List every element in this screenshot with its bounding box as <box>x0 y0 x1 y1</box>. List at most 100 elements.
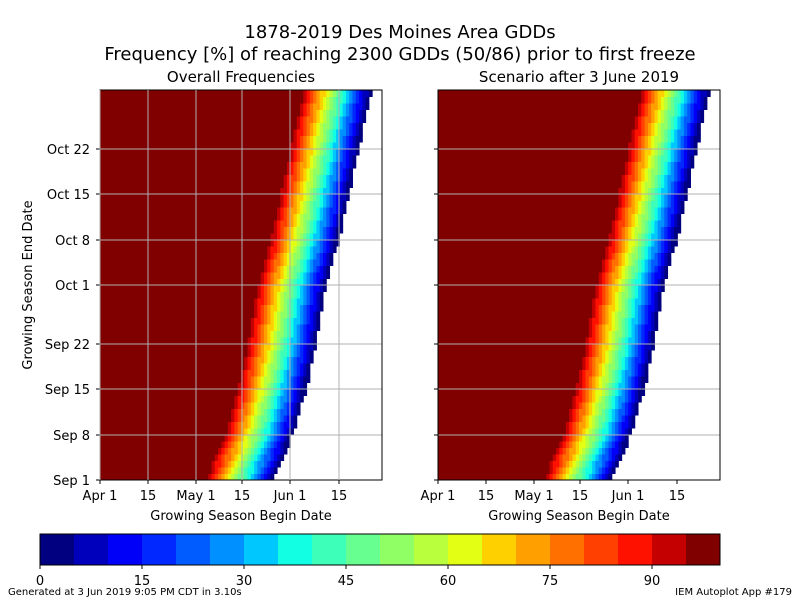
heatmap-cell <box>290 376 294 383</box>
heatmap-cell <box>670 129 675 136</box>
heatmap-cell <box>595 356 603 364</box>
heatmap-cell <box>615 402 619 409</box>
heatmap-cell <box>234 402 239 409</box>
heatmap-cell <box>608 447 613 455</box>
heatmap-cell <box>283 291 291 299</box>
heatmap-cell <box>628 168 632 175</box>
heatmap-cell <box>638 285 642 292</box>
heatmap-cell <box>296 363 301 370</box>
heatmap-cell <box>313 122 317 130</box>
heatmap-cell <box>336 96 344 104</box>
heatmap-cell <box>611 265 616 273</box>
heatmap-cell <box>552 454 557 461</box>
heatmap-cell <box>644 265 649 273</box>
heatmap-cell <box>660 278 665 286</box>
heatmap-cell <box>303 174 308 182</box>
heatmap-cell <box>582 395 587 403</box>
heatmap-cell <box>634 356 642 364</box>
heatmap-cell <box>615 356 619 364</box>
heatmap-cell <box>339 174 344 182</box>
heatmap-cell <box>641 272 646 279</box>
heatmap-cell <box>611 447 619 455</box>
heatmap-cell <box>664 194 669 201</box>
heatmap-cell <box>286 174 291 182</box>
heatmap-cell <box>624 181 629 188</box>
heatmap-cell <box>608 265 613 273</box>
heatmap-cell <box>592 460 596 468</box>
heatmap-cell <box>322 213 327 221</box>
heatmap-cell <box>611 395 616 403</box>
heatmap-cell <box>588 343 593 351</box>
heatmap-cell <box>273 291 278 299</box>
heatmap-cell <box>280 291 285 299</box>
heatmap-cell <box>598 447 603 455</box>
heatmap-cell <box>634 155 639 162</box>
heatmap-cell <box>660 168 665 175</box>
heatmap-cell <box>257 363 262 370</box>
heatmap-cell <box>227 421 232 429</box>
heatmap-cell <box>644 272 649 279</box>
heatmap-cell <box>283 330 288 338</box>
heatmap-cell <box>254 382 258 390</box>
heatmap-cell <box>309 265 314 273</box>
heatmap-cell <box>234 454 239 461</box>
heatmap-cell <box>100 415 232 422</box>
heatmap-cell <box>582 356 587 364</box>
heatmap-cell <box>359 116 363 123</box>
heatmap-cell <box>618 324 623 331</box>
heatmap-cell <box>296 285 301 292</box>
heatmap-cell <box>700 90 708 97</box>
heatmap-cell <box>286 213 291 221</box>
heatmap-cell <box>254 408 258 416</box>
heatmap-cell <box>598 441 603 448</box>
heatmap-cell <box>263 460 268 468</box>
heatmap-cell <box>693 129 698 136</box>
heatmap-cell <box>559 454 564 461</box>
heatmap-cell <box>296 233 301 240</box>
heatmap-cell <box>690 155 695 162</box>
heatmap-cell <box>638 252 642 260</box>
heatmap-cell <box>270 402 275 409</box>
heatmap-cell <box>601 298 606 305</box>
heatmap-cell <box>438 330 590 338</box>
heatmap-cell <box>293 402 298 409</box>
heatmap-cell <box>309 220 314 227</box>
heatmap-cell <box>221 447 226 455</box>
heatmap-cell <box>208 473 212 481</box>
heatmap-cell <box>575 441 580 448</box>
heatmap-cell <box>634 135 639 143</box>
heatmap-cell <box>326 207 331 214</box>
heatmap-cell <box>300 181 304 188</box>
heatmap-cell <box>280 441 285 448</box>
heatmap-cell <box>309 122 314 130</box>
heatmap-cell <box>644 239 649 247</box>
heatmap-cell <box>569 441 573 448</box>
heatmap-cell <box>267 363 272 370</box>
heatmap-cell <box>277 402 281 409</box>
heatmap-cell <box>667 135 672 143</box>
heatmap-cell <box>283 207 288 214</box>
heatmap-cell <box>641 317 646 325</box>
heatmap-cell <box>575 415 580 422</box>
heatmap-cell <box>100 304 255 312</box>
heatmap-cell <box>322 142 327 149</box>
heatmap-cell <box>608 369 613 377</box>
heatmap-cell <box>309 103 314 110</box>
heatmap-cell <box>638 389 646 396</box>
heatmap-cell <box>231 460 235 468</box>
heatmap-cell <box>556 473 560 481</box>
heatmap-cell <box>322 122 331 130</box>
heatmap-cell <box>231 434 235 442</box>
heatmap-cell <box>296 337 301 344</box>
heatmap-cell <box>641 142 646 149</box>
heatmap-cell <box>585 421 590 429</box>
heatmap-cell <box>608 350 613 357</box>
heatmap-cell <box>664 116 669 123</box>
heatmap-cell <box>257 454 262 461</box>
heatmap-cell <box>683 161 688 169</box>
heatmap-cell <box>598 369 603 377</box>
heatmap-cell <box>601 324 606 331</box>
heatmap-cell <box>697 129 701 136</box>
heatmap-cell <box>316 148 321 156</box>
